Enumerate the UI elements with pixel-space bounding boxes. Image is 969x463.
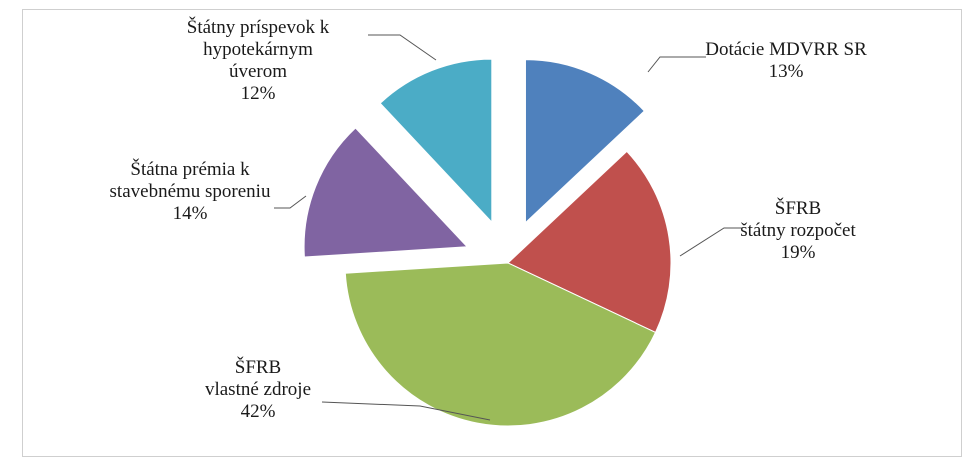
slice-name-line: Štátna prémia k xyxy=(130,158,250,180)
slice-percent: 12% xyxy=(241,83,276,104)
leader-line xyxy=(321,401,491,421)
slice-label: Štátna prémia k stavebnému sporeniu 14% xyxy=(110,158,271,224)
slice-name-line: hypotekárnym xyxy=(203,39,313,60)
leader-line xyxy=(679,227,742,257)
pie-slice xyxy=(303,127,469,258)
slice-name-line: úverom xyxy=(229,61,287,82)
slice-name-line: štátny rozpočet xyxy=(740,220,856,241)
leader-line xyxy=(647,56,706,73)
slice-percent: 19% xyxy=(781,242,816,263)
leader-line xyxy=(274,195,307,209)
slice-name-line: ŠFRB xyxy=(775,197,821,219)
pie-slice xyxy=(344,262,657,427)
slice-name-line: Dotácie MDVRR SR xyxy=(705,39,867,60)
slice-name-line: stavebnému sporeniu xyxy=(110,181,271,202)
slice-percent: 14% xyxy=(173,203,208,224)
pie-slice xyxy=(524,59,646,224)
slice-name-line: ŠFRB xyxy=(235,356,281,378)
slice-name-line: vlastné zdroje xyxy=(205,379,311,400)
slice-name-line: Štátny príspevok k xyxy=(187,16,330,38)
slice-label: Štátny príspevok k hypotekárnym úverom 12% xyxy=(187,16,330,104)
slice-percent: 42% xyxy=(241,401,276,422)
leader-line xyxy=(368,34,437,61)
pie-slice xyxy=(379,58,493,224)
slice-label: ŠFRB vlastné zdroje 42% xyxy=(205,356,311,422)
slice-label: Dotácie MDVRR SR 13% xyxy=(705,39,867,82)
slice-percent: 13% xyxy=(769,61,804,82)
slice-label: ŠFRB štátny rozpočet 19% xyxy=(740,197,856,263)
pie-slice xyxy=(507,150,672,334)
